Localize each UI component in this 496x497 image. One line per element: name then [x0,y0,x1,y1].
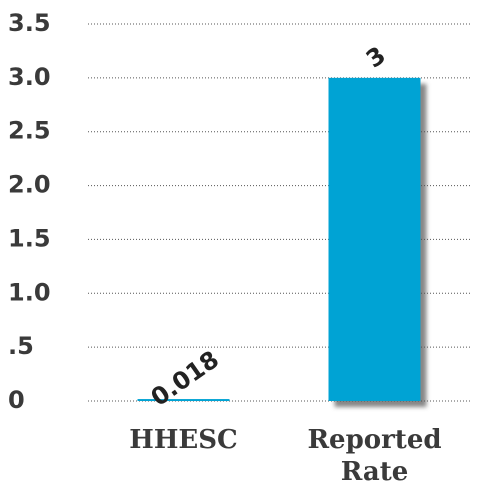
data-label: 0.018 [146,345,224,411]
data-label: 3 [361,41,391,74]
y-tick-label: 0 [8,386,25,414]
bar [137,399,230,401]
x-tick-label: HHESC [129,425,238,455]
y-tick-label: 2.5 [8,117,51,145]
bar [328,77,421,401]
y-tick-label: 2.0 [8,171,51,199]
y-tick-label: 1.0 [8,278,51,306]
y-tick-label: 3.0 [8,63,51,91]
y-tick-label: 1.5 [8,224,51,252]
y-tick-label: 3.5 [8,9,51,37]
y-tick-label: .5 [8,332,34,360]
x-tick-label: Reported Rate [307,425,442,487]
